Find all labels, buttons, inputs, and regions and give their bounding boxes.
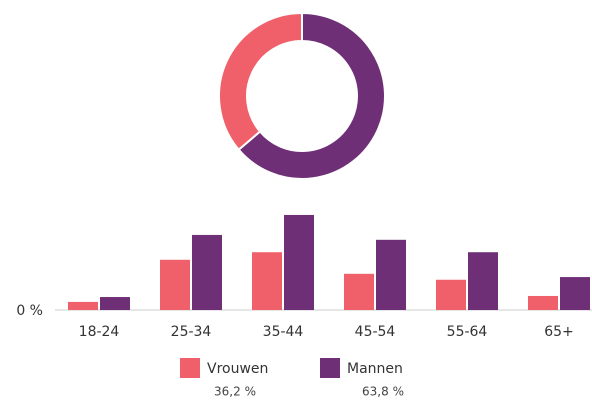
legend-swatch [320, 358, 340, 378]
bar [284, 214, 314, 310]
x-tick-label: 65+ [544, 324, 574, 340]
bar [560, 277, 590, 310]
x-tick-label: 35-44 [263, 324, 304, 340]
bar [252, 252, 282, 310]
donut-slice [218, 11, 303, 152]
donut-slice [237, 11, 386, 180]
bar [376, 239, 406, 310]
legend-label: Vrouwen [207, 361, 268, 377]
bar [436, 279, 466, 310]
bar [528, 295, 558, 310]
bar [192, 234, 222, 310]
bar [160, 259, 190, 310]
bar [100, 297, 130, 310]
x-tick-label: 18-24 [79, 324, 120, 340]
x-tick-label: 25-34 [171, 324, 212, 340]
legend-value: 36,2 % [214, 385, 256, 399]
legend-value: 63,8 % [362, 385, 404, 399]
x-tick-label: 45-54 [355, 324, 396, 340]
bar [344, 273, 374, 310]
bar [68, 301, 98, 310]
legend-label: Mannen [347, 361, 403, 377]
y-tick-label: 0 % [16, 303, 43, 319]
x-tick-label: 55-64 [447, 324, 488, 340]
legend-swatch [180, 358, 200, 378]
bar [468, 252, 498, 310]
